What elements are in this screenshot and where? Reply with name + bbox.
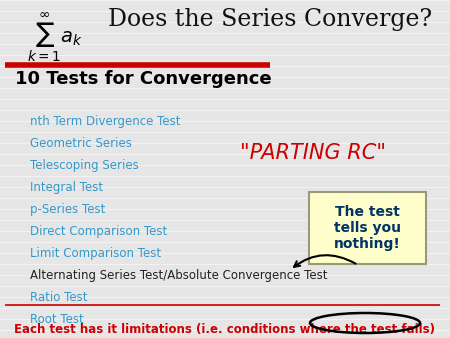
Text: p-Series Test: p-Series Test bbox=[30, 203, 105, 216]
Text: The test
tells you
nothing!: The test tells you nothing! bbox=[334, 205, 401, 251]
FancyBboxPatch shape bbox=[309, 192, 426, 264]
Text: $\sum_{k=1}^{\infty} a_k$: $\sum_{k=1}^{\infty} a_k$ bbox=[27, 10, 83, 64]
Text: Geometric Series: Geometric Series bbox=[30, 137, 132, 150]
Text: Ratio Test: Ratio Test bbox=[30, 291, 87, 304]
Text: 10 Tests for Convergence: 10 Tests for Convergence bbox=[15, 70, 272, 88]
Text: "PARTING RC": "PARTING RC" bbox=[240, 143, 386, 163]
Text: Limit Comparison Test: Limit Comparison Test bbox=[30, 247, 161, 260]
Text: Root Test: Root Test bbox=[30, 313, 84, 326]
Text: Integral Test: Integral Test bbox=[30, 181, 103, 194]
Text: Alternating Series Test/Absolute Convergence Test: Alternating Series Test/Absolute Converg… bbox=[30, 269, 328, 282]
Text: nth Term Divergence Test: nth Term Divergence Test bbox=[30, 115, 180, 128]
Text: Telescoping Series: Telescoping Series bbox=[30, 159, 139, 172]
Text: Each test has it limitations (i.e. conditions where the test fails): Each test has it limitations (i.e. condi… bbox=[14, 323, 436, 336]
Text: Direct Comparison Test: Direct Comparison Test bbox=[30, 225, 167, 238]
Text: Does the Series Converge?: Does the Series Converge? bbox=[108, 8, 432, 31]
